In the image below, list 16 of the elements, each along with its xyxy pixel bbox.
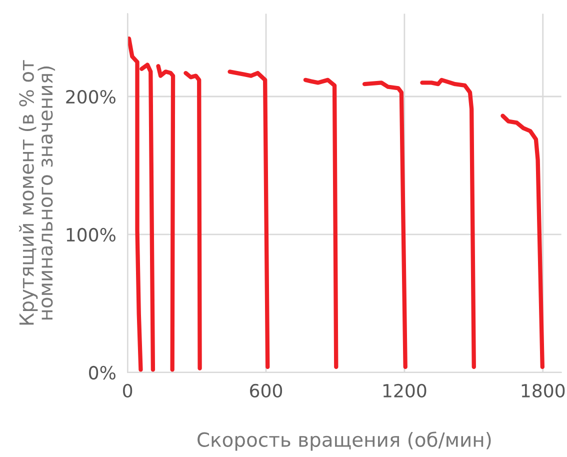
x-tick-label: 1800 (522, 384, 565, 398)
x-tick-label: 0 (123, 384, 132, 398)
x-tick-label: 600 (250, 384, 282, 398)
line-series (500, 114, 544, 370)
y-axis-title: Крутящий момент (в % от номинального значения) (18, 60, 56, 325)
line-series (156, 64, 176, 372)
line-series (362, 80, 408, 370)
y-tick-label: 200% (66, 90, 116, 104)
x-axis-title: Скорость вращения (об/мин) (198, 432, 491, 451)
line-series (184, 70, 202, 370)
y-tick-label: 100% (66, 228, 116, 242)
line-series (420, 78, 476, 370)
y-tick-label: 0% (89, 366, 116, 380)
line-series (228, 70, 270, 370)
line-series (303, 78, 338, 370)
x-tick-label: 1200 (383, 384, 426, 398)
